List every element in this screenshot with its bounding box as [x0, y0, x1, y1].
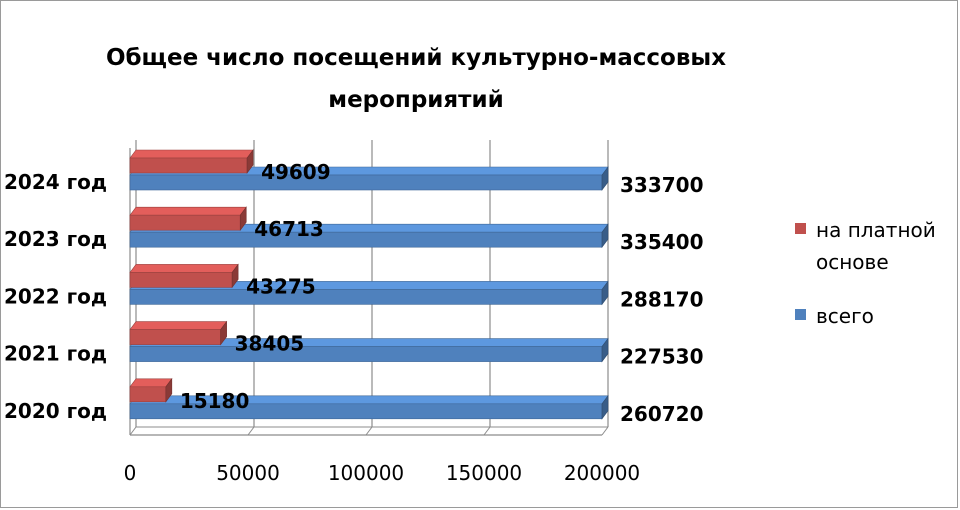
paid-bar-end [165, 377, 173, 403]
paid-value-label: 15180 [180, 389, 250, 413]
category-label: 2024 год [4, 170, 107, 194]
x-tick-label: 0 [124, 461, 137, 485]
paid-bar [129, 157, 248, 174]
floor-gridline [601, 426, 609, 436]
paid-bar-end [231, 263, 239, 289]
total-bar-end [601, 166, 609, 191]
chart-title: Общее число посещений культурно-массовых… [105, 45, 727, 113]
floor-gridline [483, 426, 491, 436]
total-value-label: 333700 [620, 173, 704, 197]
x-tick-label: 200000 [564, 461, 640, 485]
paid-bar-top [129, 321, 228, 330]
total-bar [129, 231, 603, 248]
floor-gridline [247, 426, 255, 436]
total-bar [129, 289, 603, 305]
category-label: 2022 год [4, 284, 107, 308]
floor-gridline [129, 426, 137, 436]
paid-value-label: 46713 [254, 217, 324, 241]
legend-swatch-paid [795, 223, 806, 234]
total-value-label: 227530 [620, 345, 704, 369]
total-bar-end [601, 223, 609, 249]
category-label: 2020 год [4, 399, 107, 423]
paid-bar [129, 329, 221, 345]
category-label: 2023 год [4, 227, 107, 251]
x-tick-label: 50000 [216, 461, 280, 485]
paid-bar-top [129, 206, 247, 216]
total-bar-end [601, 337, 609, 363]
category-label: 2021 год [4, 342, 107, 366]
paid-bar [129, 214, 241, 231]
paid-bar-end [246, 149, 254, 174]
paid-value-label: 43275 [246, 274, 316, 298]
total-value-label: 260720 [620, 402, 704, 426]
paid-bar-end [239, 206, 247, 232]
total-bar [129, 346, 603, 362]
total-bar-end [601, 394, 609, 420]
paid-bar-top [129, 149, 254, 159]
legend-swatch-total [795, 309, 806, 320]
total-bar [129, 174, 603, 191]
total-value-label: 288170 [620, 287, 704, 311]
x-tick-label: 150000 [446, 461, 522, 485]
total-value-label: 335400 [620, 230, 704, 254]
x-tick-label: 100000 [328, 461, 404, 485]
paid-value-label: 38405 [235, 332, 305, 356]
paid-bar [129, 386, 167, 403]
paid-bar [129, 272, 233, 288]
paid-bar-end [220, 320, 227, 346]
paid-bar-top [129, 378, 173, 388]
paid-bar-top [129, 264, 239, 273]
paid-value-label: 49609 [261, 160, 331, 184]
floor-gridline [365, 426, 373, 436]
legend-label-total: всего [816, 304, 874, 328]
legend-label-paid: на платной основе [816, 218, 936, 274]
total-bar-end [601, 280, 609, 306]
